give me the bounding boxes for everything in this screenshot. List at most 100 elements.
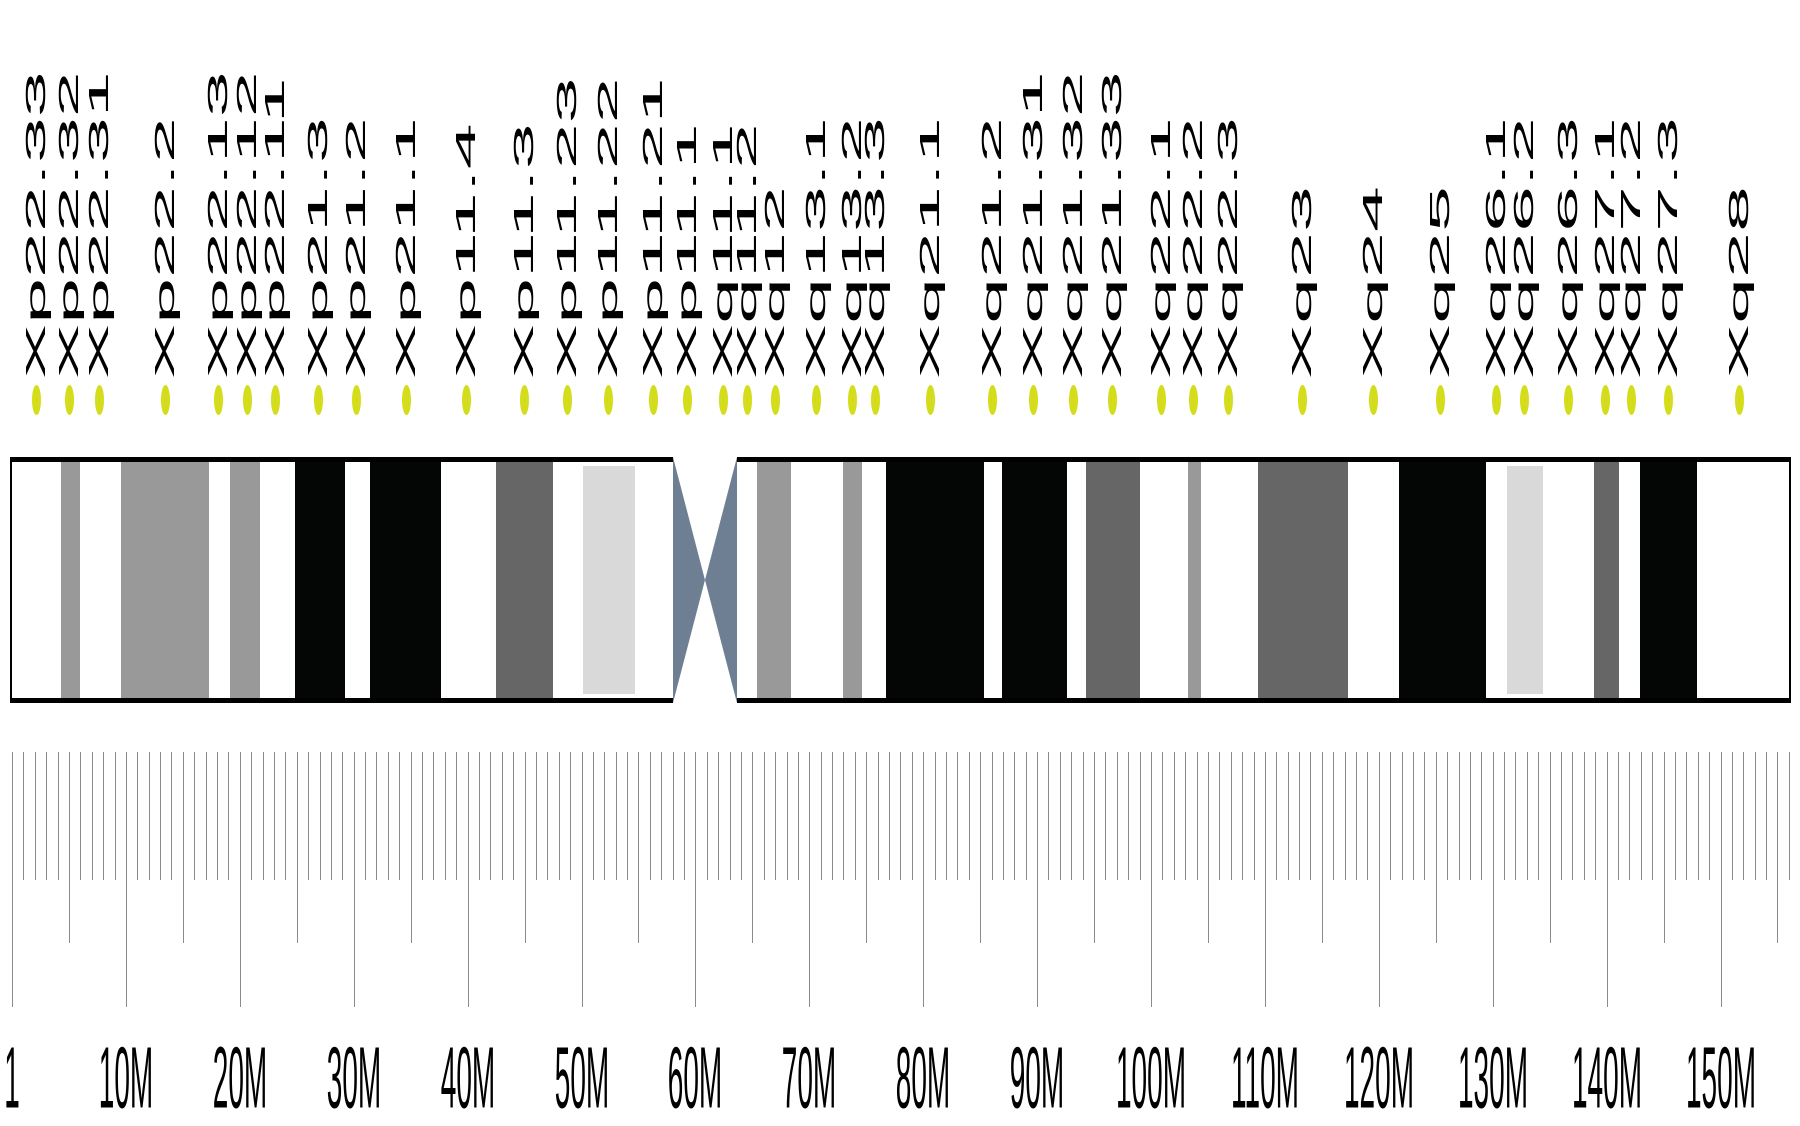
minor-tick bbox=[1185, 752, 1186, 880]
band-marker-dot bbox=[519, 385, 529, 415]
minor-tick bbox=[718, 752, 719, 880]
minor-tick bbox=[445, 752, 446, 880]
minor-tick bbox=[308, 752, 309, 880]
minor-tick bbox=[1140, 752, 1141, 880]
ruler-tick-label-text: 80M bbox=[895, 1029, 951, 1126]
minor-tick bbox=[1060, 752, 1061, 880]
minor-tick bbox=[1755, 752, 1756, 880]
minor-tick bbox=[684, 752, 685, 880]
minor-tick bbox=[1584, 752, 1585, 880]
minor-tick bbox=[1789, 752, 1790, 880]
minor-tick bbox=[616, 752, 617, 880]
minor-tick bbox=[1629, 752, 1630, 880]
major-tick bbox=[126, 752, 127, 1007]
minor-tick bbox=[23, 752, 24, 880]
band-marker-dot bbox=[770, 385, 780, 415]
minor-tick bbox=[1254, 752, 1255, 880]
minor-tick bbox=[1527, 752, 1528, 880]
minor-tick bbox=[764, 752, 765, 880]
major-tick bbox=[12, 752, 13, 1007]
minor-tick bbox=[900, 752, 901, 880]
minor-tick bbox=[479, 752, 480, 880]
minor-tick bbox=[137, 752, 138, 880]
minor-tick bbox=[1686, 752, 1687, 880]
minor-tick bbox=[1356, 752, 1357, 880]
minor-tick bbox=[536, 752, 537, 880]
major-tick bbox=[1037, 752, 1038, 1007]
band-marker-dot bbox=[870, 385, 880, 415]
mid-tick bbox=[866, 752, 867, 943]
minor-tick bbox=[1641, 752, 1642, 880]
minor-tick bbox=[103, 752, 104, 880]
minor-tick bbox=[1459, 752, 1460, 880]
minor-tick bbox=[547, 752, 548, 880]
minor-tick bbox=[969, 752, 970, 880]
minor-tick bbox=[935, 752, 936, 880]
band-marker-dot bbox=[313, 385, 323, 415]
band-marker-dot bbox=[718, 385, 728, 415]
band-marker-dot bbox=[1600, 385, 1610, 415]
minor-tick bbox=[1675, 752, 1676, 880]
band-marker-dot bbox=[1519, 385, 1529, 415]
mid-tick bbox=[638, 752, 639, 943]
mid-tick bbox=[1436, 752, 1437, 943]
minor-tick bbox=[1732, 752, 1733, 880]
band-marker-dot bbox=[401, 385, 411, 415]
band-marker-dot bbox=[1663, 385, 1673, 415]
band-marker-dot bbox=[811, 385, 821, 415]
band-marker-dot bbox=[242, 385, 252, 415]
cytoband bbox=[583, 466, 635, 694]
mid-tick bbox=[1550, 752, 1551, 943]
minor-tick bbox=[456, 752, 457, 880]
mid-tick bbox=[1208, 752, 1209, 943]
minor-tick bbox=[570, 752, 571, 880]
minor-tick bbox=[912, 752, 913, 880]
minor-tick bbox=[1470, 752, 1471, 880]
cytoband bbox=[1086, 462, 1140, 698]
band-marker-dot bbox=[1156, 385, 1166, 415]
minor-tick bbox=[798, 752, 799, 880]
band-marker-dot bbox=[1223, 385, 1233, 415]
minor-tick bbox=[1390, 752, 1391, 880]
minor-tick bbox=[1709, 752, 1710, 880]
minor-tick bbox=[1595, 752, 1596, 880]
minor-tick bbox=[1618, 752, 1619, 880]
major-tick bbox=[923, 752, 924, 1007]
band-marker-dot bbox=[1107, 385, 1117, 415]
band-marker-dot bbox=[351, 385, 361, 415]
cytoband bbox=[121, 462, 209, 698]
minor-tick bbox=[1083, 752, 1084, 880]
minor-tick bbox=[490, 752, 491, 880]
cytoband bbox=[230, 462, 260, 698]
mid-tick bbox=[1322, 752, 1323, 943]
ruler-tick-label-text: 100M bbox=[1115, 1029, 1187, 1126]
ruler-tick-label-text: 130M bbox=[1457, 1029, 1529, 1126]
minor-tick bbox=[627, 752, 628, 880]
minor-tick bbox=[399, 752, 400, 880]
minor-tick bbox=[263, 752, 264, 880]
minor-tick bbox=[1231, 752, 1232, 880]
minor-tick bbox=[1299, 752, 1300, 880]
minor-tick bbox=[1424, 752, 1425, 880]
mid-tick bbox=[69, 752, 70, 943]
minor-tick bbox=[376, 752, 377, 880]
minor-tick bbox=[673, 752, 674, 880]
minor-tick bbox=[957, 752, 958, 880]
band-marker-dot bbox=[1626, 385, 1636, 415]
minor-tick bbox=[206, 752, 207, 880]
band-marker-dot bbox=[270, 385, 280, 415]
major-tick bbox=[354, 752, 355, 1007]
major-tick bbox=[695, 752, 696, 1007]
cytoband bbox=[1258, 462, 1348, 698]
major-tick bbox=[1265, 752, 1266, 1007]
major-tick bbox=[240, 752, 241, 1007]
cytoband bbox=[1507, 466, 1543, 694]
ruler-tick-label-text: 110M bbox=[1231, 1029, 1299, 1126]
minor-tick bbox=[1345, 752, 1346, 880]
band-marker-dot bbox=[1028, 385, 1038, 415]
minor-tick bbox=[593, 752, 594, 880]
mid-tick bbox=[1094, 752, 1095, 943]
minor-tick bbox=[171, 752, 172, 880]
